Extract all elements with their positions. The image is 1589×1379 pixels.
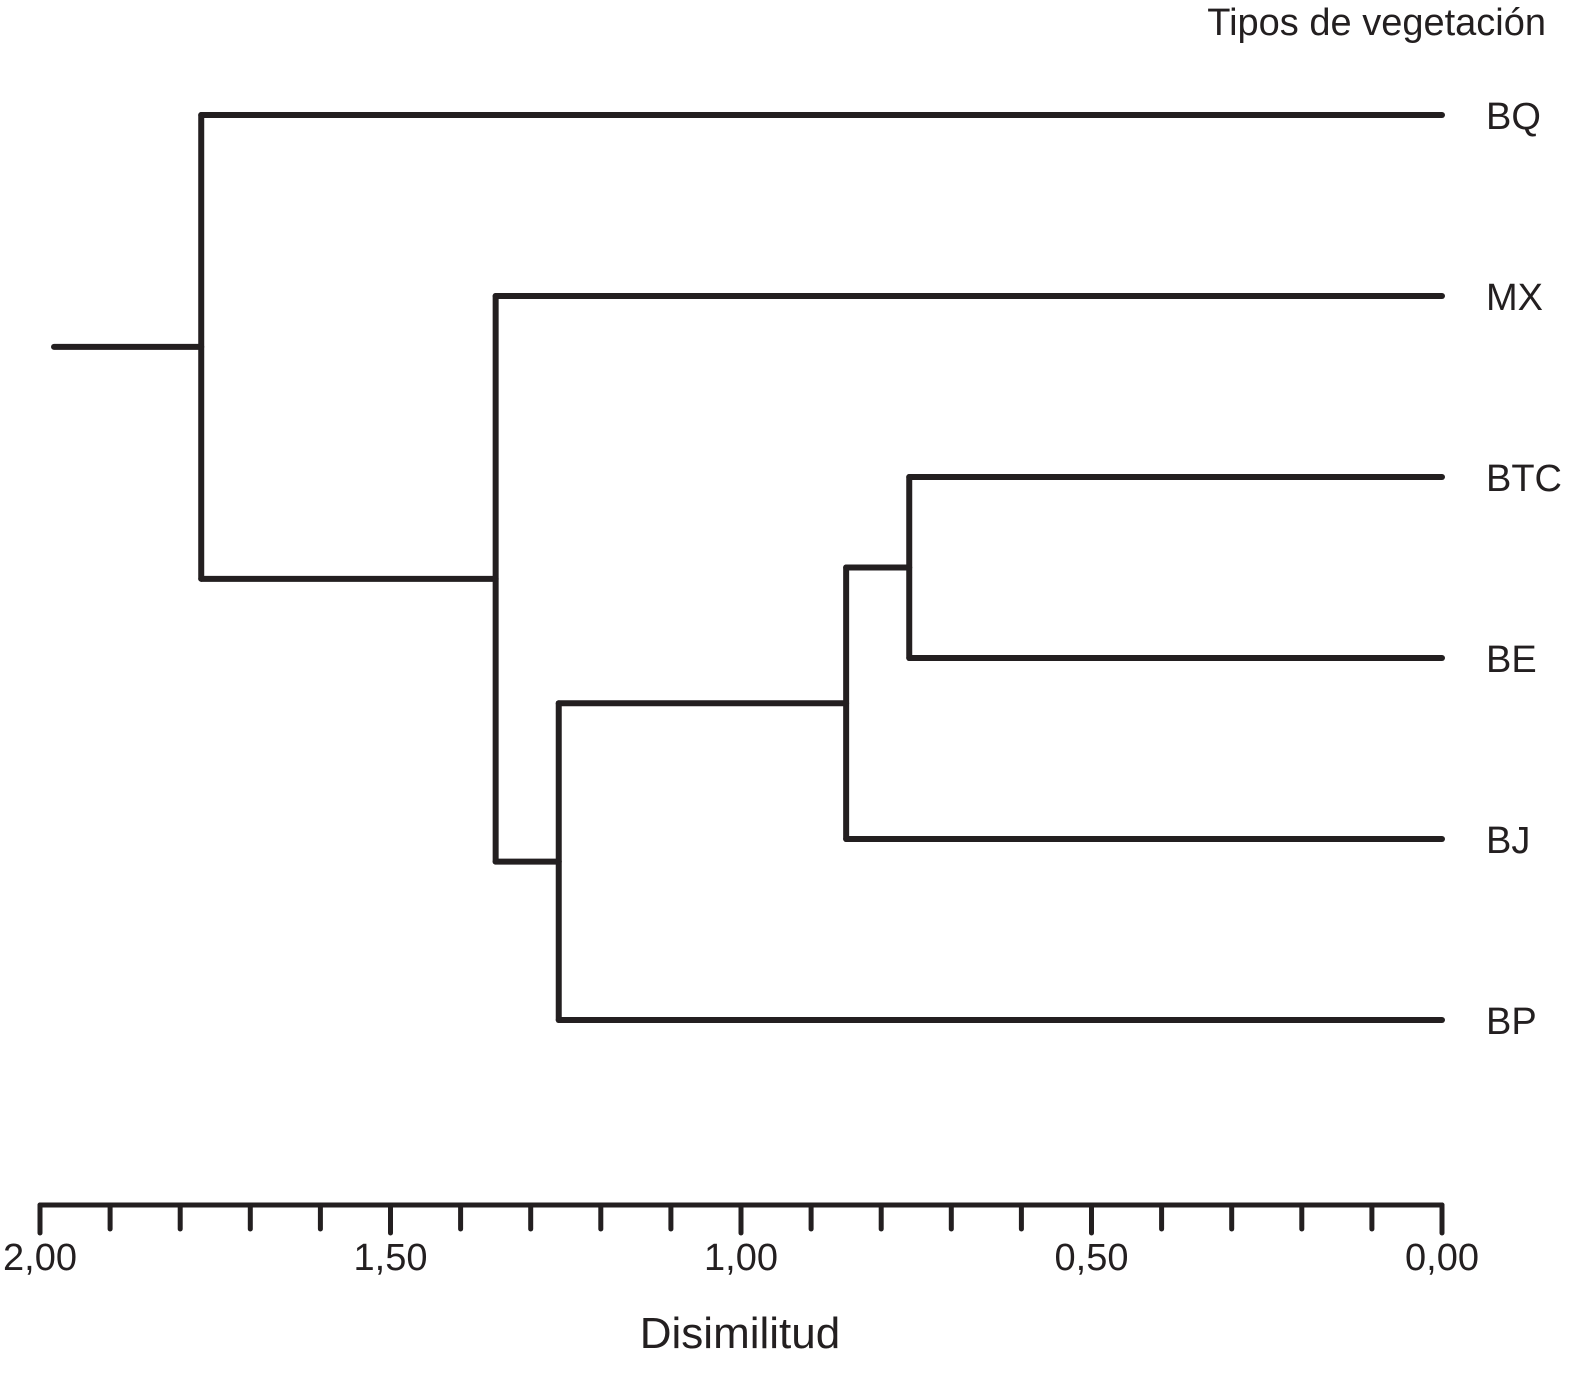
x-axis: 2,00 1,50 1,00 0,50 0,00 xyxy=(3,1202,1479,1279)
leaf-label-btc: BTC xyxy=(1486,458,1562,500)
leaf-label-bq: BQ xyxy=(1486,96,1541,138)
x-tick-label: 0,50 xyxy=(1055,1237,1129,1279)
leaf-labels: BQ MX BTC BE BJ BP xyxy=(1486,96,1562,1043)
leaf-label-bj: BJ xyxy=(1486,820,1530,862)
leaf-label-mx: MX xyxy=(1486,277,1543,319)
chart-title: Tipos de vegetación xyxy=(1207,2,1546,44)
x-tick-label: 0,00 xyxy=(1405,1237,1479,1279)
leaf-label-bp: BP xyxy=(1486,1001,1537,1043)
dendrogram-branches xyxy=(51,112,1445,1023)
x-tick-label: 2,00 xyxy=(3,1237,77,1279)
x-tick-label: 1,00 xyxy=(704,1237,778,1279)
x-axis-label: Disimilitud xyxy=(640,1309,840,1358)
x-tick-label: 1,50 xyxy=(354,1237,428,1279)
leaf-label-be: BE xyxy=(1486,639,1537,681)
